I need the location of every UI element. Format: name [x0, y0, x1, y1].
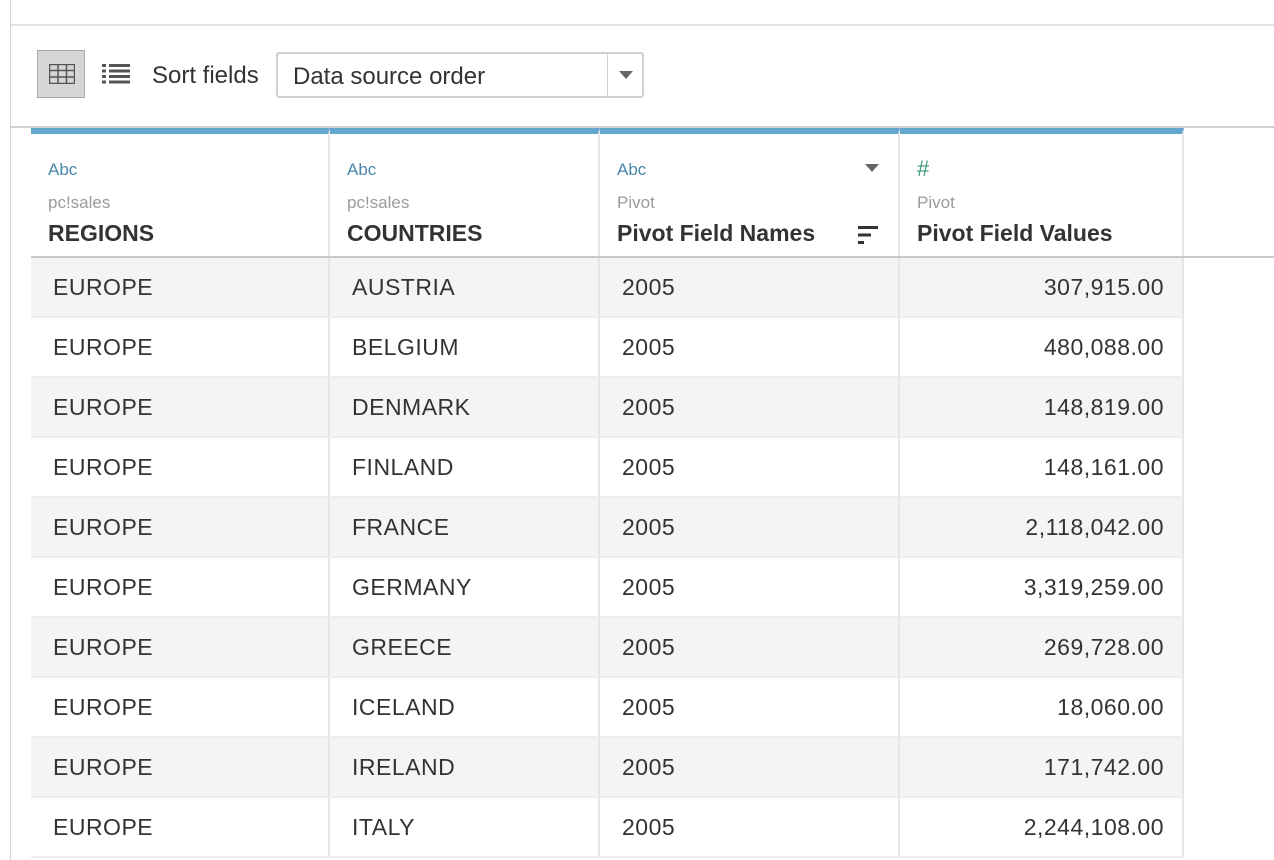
- cell-pivot-field-value[interactable]: 269,728.00: [900, 618, 1184, 678]
- cell-pivot-field-value[interactable]: 2,244,108.00: [900, 798, 1184, 858]
- cell-pivot-field-name[interactable]: 2005: [600, 378, 900, 438]
- table-row[interactable]: EUROPE ICELAND 2005 18,060.00: [31, 678, 1184, 738]
- column-header-regions[interactable]: Abc pc!sales REGIONS: [31, 128, 330, 256]
- table-row[interactable]: EUROPE DENMARK 2005 148,819.00: [31, 378, 1184, 438]
- sort-icon[interactable]: [858, 226, 878, 244]
- column-source: pc!sales: [347, 193, 410, 212]
- toolbar: Sort fields Data source order: [11, 26, 1274, 126]
- cell-pivot-field-value[interactable]: 148,819.00: [900, 378, 1184, 438]
- cell-region[interactable]: EUROPE: [31, 258, 330, 318]
- data-grid: Abc pc!sales REGIONS Abc pc!sales COUNTR…: [31, 128, 1274, 858]
- column-name: Pivot Field Values: [917, 220, 1113, 246]
- cell-pivot-field-name[interactable]: 2005: [600, 558, 900, 618]
- cell-country[interactable]: FRANCE: [330, 498, 600, 558]
- column-menu-caret-icon[interactable]: [865, 164, 879, 173]
- left-rail: [0, 0, 11, 860]
- table-body: EUROPE AUSTRIA 2005 307,915.00 EUROPE BE…: [31, 258, 1184, 858]
- column-header-pivot-field-values[interactable]: # Pivot Pivot Field Values: [900, 128, 1184, 256]
- cell-pivot-field-value[interactable]: 2,118,042.00: [900, 498, 1184, 558]
- column-header-pivot-field-names[interactable]: Abc Pivot Pivot Field Names: [600, 128, 900, 256]
- cell-pivot-field-name[interactable]: 2005: [600, 498, 900, 558]
- list-view-button[interactable]: [95, 50, 143, 98]
- cell-pivot-field-value[interactable]: 171,742.00: [900, 738, 1184, 798]
- column-source: Pivot: [617, 193, 655, 212]
- cell-pivot-field-value[interactable]: 18,060.00: [900, 678, 1184, 738]
- dropdown-divider: [607, 54, 608, 96]
- column-name: Pivot Field Names: [617, 220, 816, 246]
- cell-country[interactable]: IRELAND: [330, 738, 600, 798]
- column-header-countries[interactable]: Abc pc!sales COUNTRIES: [330, 128, 600, 256]
- list-view-icon: [102, 64, 130, 84]
- cell-country[interactable]: AUSTRIA: [330, 258, 600, 318]
- cell-pivot-field-name[interactable]: 2005: [600, 258, 900, 318]
- cell-pivot-field-value[interactable]: 480,088.00: [900, 318, 1184, 378]
- top-divider: [11, 24, 1274, 26]
- string-type-icon[interactable]: Abc: [347, 160, 377, 179]
- cell-pivot-field-name[interactable]: 2005: [600, 318, 900, 378]
- cell-region[interactable]: EUROPE: [31, 798, 330, 858]
- column-name: REGIONS: [48, 220, 155, 246]
- column-source: Pivot: [917, 193, 955, 212]
- cell-country[interactable]: GREECE: [330, 618, 600, 678]
- number-type-icon[interactable]: #: [917, 156, 930, 181]
- grid-view-button[interactable]: [37, 50, 85, 98]
- cell-pivot-field-name[interactable]: 2005: [600, 798, 900, 858]
- cell-pivot-field-name[interactable]: 2005: [600, 618, 900, 678]
- cell-country[interactable]: FINLAND: [330, 438, 600, 498]
- grid-top-line: [11, 126, 1274, 128]
- cell-region[interactable]: EUROPE: [31, 618, 330, 678]
- cell-pivot-field-name[interactable]: 2005: [600, 438, 900, 498]
- table-row[interactable]: EUROPE AUSTRIA 2005 307,915.00: [31, 258, 1184, 318]
- table-row[interactable]: EUROPE FRANCE 2005 2,118,042.00: [31, 498, 1184, 558]
- cell-region[interactable]: EUROPE: [31, 318, 330, 378]
- string-type-icon[interactable]: Abc: [617, 160, 647, 179]
- grid-view-icon: [49, 64, 75, 84]
- table-row[interactable]: EUROPE BELGIUM 2005 480,088.00: [31, 318, 1184, 378]
- table-row[interactable]: EUROPE GREECE 2005 269,728.00: [31, 618, 1184, 678]
- cell-pivot-field-value[interactable]: 3,319,259.00: [900, 558, 1184, 618]
- cell-country[interactable]: ITALY: [330, 798, 600, 858]
- cell-pivot-field-value[interactable]: 148,161.00: [900, 438, 1184, 498]
- sort-fields-dropdown[interactable]: Data source order: [276, 52, 644, 98]
- cell-country[interactable]: GERMANY: [330, 558, 600, 618]
- cell-country[interactable]: ICELAND: [330, 678, 600, 738]
- header-row: Abc pc!sales REGIONS Abc pc!sales COUNTR…: [31, 128, 1274, 258]
- cell-region[interactable]: EUROPE: [31, 558, 330, 618]
- sort-fields-value: Data source order: [293, 63, 486, 90]
- cell-region[interactable]: EUROPE: [31, 378, 330, 438]
- sort-fields-label: Sort fields: [152, 62, 259, 89]
- cell-pivot-field-value[interactable]: 307,915.00: [900, 258, 1184, 318]
- cell-region[interactable]: EUROPE: [31, 678, 330, 738]
- cell-region[interactable]: EUROPE: [31, 738, 330, 798]
- table-row[interactable]: EUROPE FINLAND 2005 148,161.00: [31, 438, 1184, 498]
- cell-pivot-field-name[interactable]: 2005: [600, 738, 900, 798]
- cell-region[interactable]: EUROPE: [31, 498, 330, 558]
- column-name: COUNTRIES: [347, 220, 483, 246]
- cell-country[interactable]: BELGIUM: [330, 318, 600, 378]
- table-row[interactable]: EUROPE ITALY 2005 2,244,108.00: [31, 798, 1184, 858]
- cell-region[interactable]: EUROPE: [31, 438, 330, 498]
- table-row[interactable]: EUROPE IRELAND 2005 171,742.00: [31, 738, 1184, 798]
- cell-pivot-field-name[interactable]: 2005: [600, 678, 900, 738]
- chevron-down-icon: [619, 71, 633, 79]
- table-row[interactable]: EUROPE GERMANY 2005 3,319,259.00: [31, 558, 1184, 618]
- string-type-icon[interactable]: Abc: [48, 160, 78, 179]
- cell-country[interactable]: DENMARK: [330, 378, 600, 438]
- column-source: pc!sales: [48, 193, 111, 212]
